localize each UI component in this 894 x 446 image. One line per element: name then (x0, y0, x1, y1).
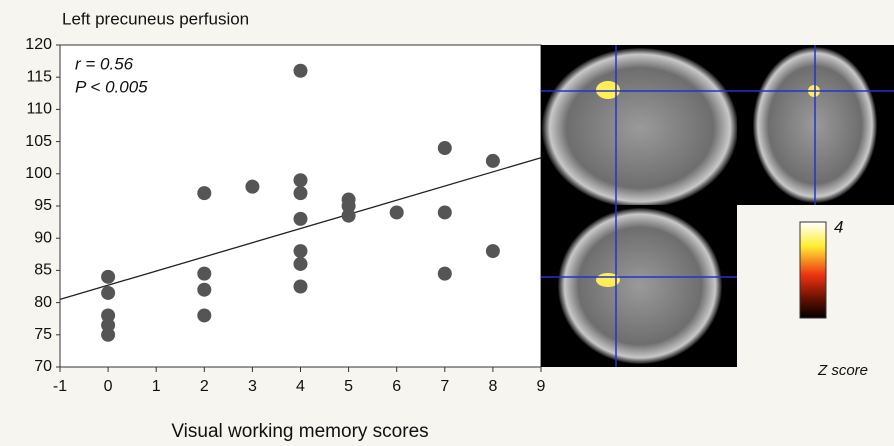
y-tick-label: 120 (25, 36, 52, 53)
x-tick-label: 7 (440, 378, 449, 395)
figure: Left precuneus perfusion Visual working … (0, 0, 894, 446)
x-tick-label: 8 (488, 378, 497, 395)
x-tick-label: 1 (152, 378, 161, 395)
point (245, 180, 259, 194)
point (438, 205, 452, 219)
point (342, 209, 356, 223)
x-tick-label: 4 (296, 378, 305, 395)
y-tick-label: 110 (26, 101, 52, 118)
point (294, 257, 308, 271)
brain-images (541, 45, 894, 367)
point (486, 244, 500, 258)
point (390, 205, 404, 219)
point (197, 186, 211, 200)
annotation: P < 0.005 (75, 77, 148, 96)
point (486, 154, 500, 168)
x-tick-label: -1 (53, 378, 67, 395)
y-tick-label: 115 (26, 68, 52, 85)
point (294, 173, 308, 187)
chart-title: Left precuneus perfusion (62, 9, 249, 28)
x-axis-label: Visual working memory scores (171, 421, 428, 442)
point (294, 64, 308, 78)
x-tick-label: 9 (537, 378, 546, 395)
colorbar-title: Z score (817, 362, 868, 379)
point (101, 286, 115, 300)
y-tick-label: 80 (34, 294, 52, 311)
point (101, 270, 115, 284)
y-tick-label: 70 (34, 358, 52, 375)
point (101, 328, 115, 342)
point (438, 267, 452, 281)
x-tick-label: 3 (248, 378, 257, 395)
point (294, 244, 308, 258)
y-tick-label: 85 (34, 262, 52, 279)
annotation: r = 0.56 (75, 54, 134, 73)
y-tick-label: 100 (25, 165, 52, 182)
y-tick-label: 95 (34, 197, 52, 214)
point (294, 212, 308, 226)
x-tick-label: 5 (344, 378, 353, 395)
point (294, 186, 308, 200)
point (197, 267, 211, 281)
point (197, 308, 211, 322)
colorbar-max: 4 (834, 217, 843, 236)
x-tick-label: 6 (392, 378, 401, 395)
x-tick-label: 2 (200, 378, 209, 395)
point (438, 141, 452, 155)
y-tick-label: 75 (34, 326, 52, 343)
point (197, 283, 211, 297)
point (294, 280, 308, 294)
y-tick-label: 90 (34, 229, 52, 246)
y-tick-label: 105 (25, 133, 52, 150)
x-tick-label: 0 (104, 378, 113, 395)
